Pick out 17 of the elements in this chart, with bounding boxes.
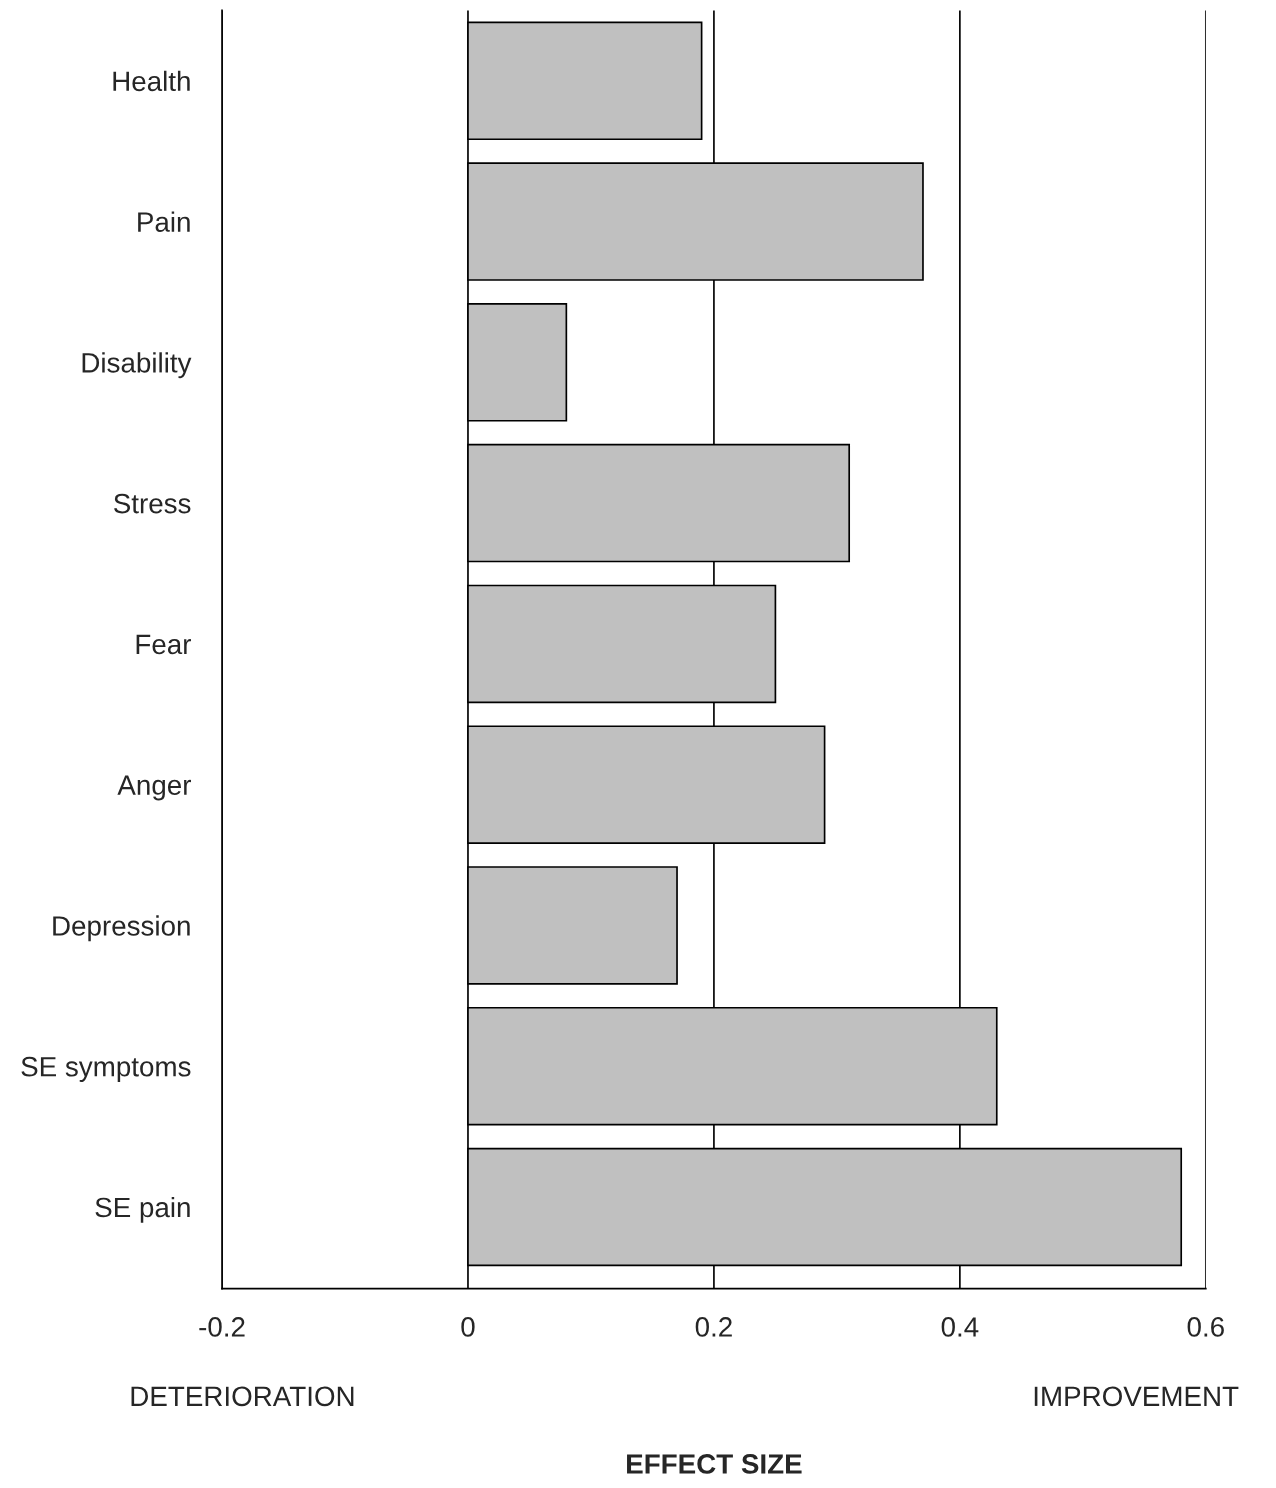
y-tick-label: Stress xyxy=(114,493,191,514)
text: DETERIORATION xyxy=(131,1386,354,1407)
y-tick-label: Disability xyxy=(82,352,192,379)
x-tick-label: 0.4 xyxy=(941,1317,979,1337)
y-tick-label: SE pain xyxy=(95,1196,190,1223)
y-tick-label: SE symptoms xyxy=(21,1056,191,1083)
y-tick-label: Health xyxy=(113,70,190,92)
x-tick-label: -0.2 xyxy=(199,1317,245,1337)
y-tick-label: Pain xyxy=(138,211,190,232)
y-tick-label: Anger xyxy=(117,775,192,801)
y-tick-label: Fear xyxy=(136,634,192,655)
x-tick-label: 0 xyxy=(461,1317,475,1337)
x-tick-label: 0.6 xyxy=(1187,1317,1224,1337)
y-tick-label: Depression xyxy=(53,915,190,942)
x-tick-label: 0.2 xyxy=(695,1317,732,1337)
x-axis-title: EFFECT SIZE xyxy=(627,1454,802,1474)
text: IMPROVEMENT xyxy=(1034,1386,1239,1407)
